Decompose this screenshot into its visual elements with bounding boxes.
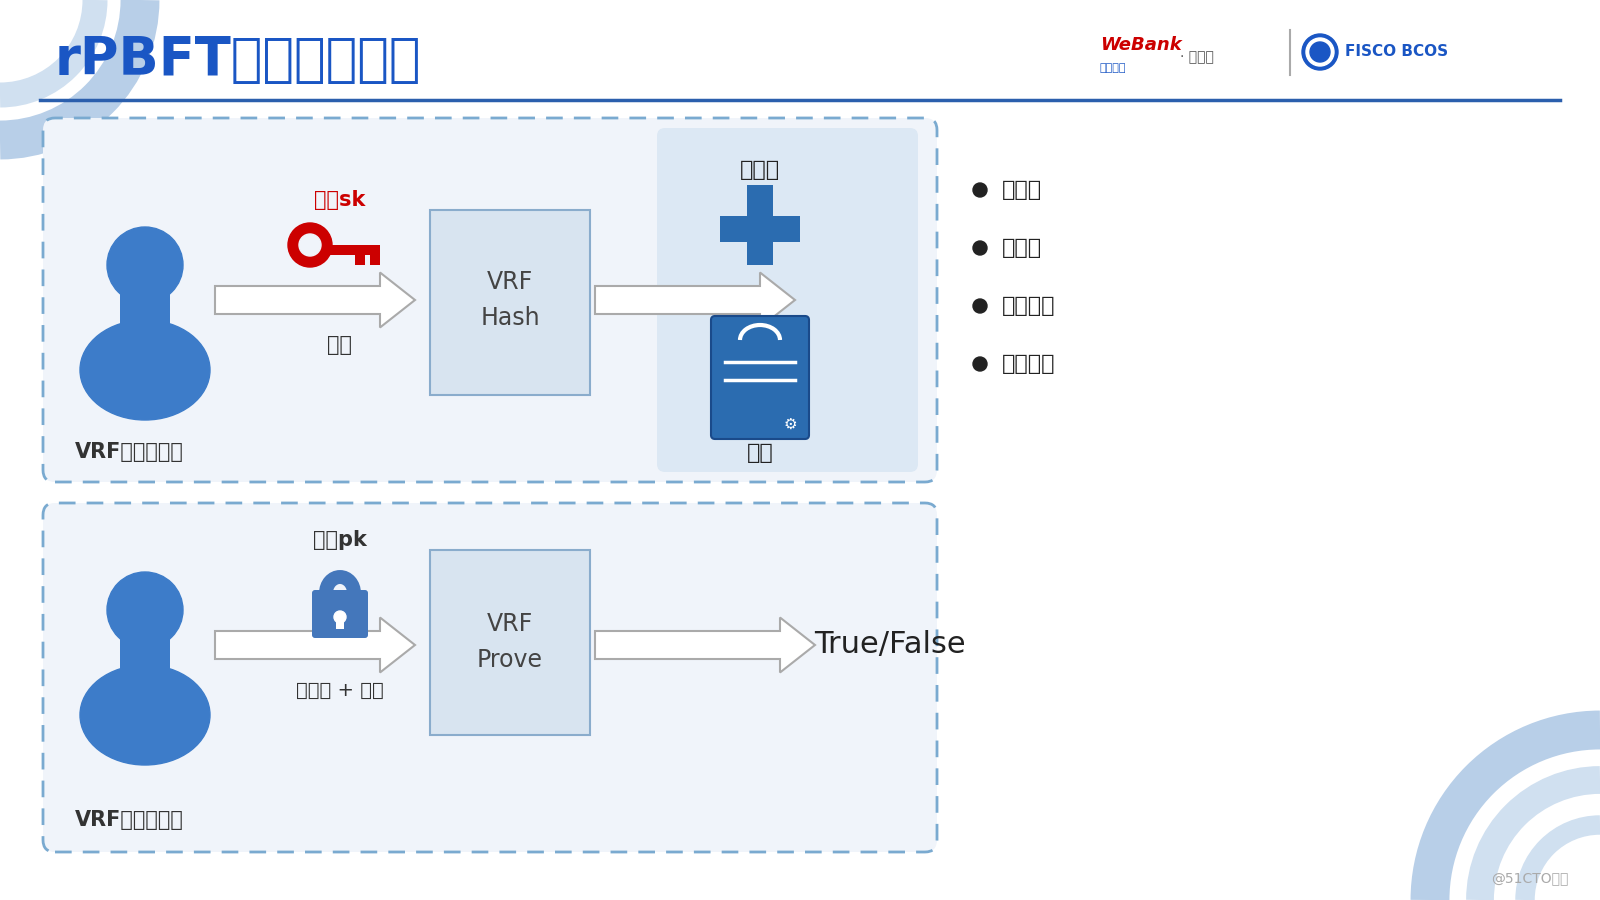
Text: 私钥sk: 私钥sk	[314, 190, 366, 210]
Text: rPBFT共识节点选取: rPBFT共识节点选取	[54, 34, 421, 86]
FancyBboxPatch shape	[336, 617, 344, 629]
Text: @51CTO博客: @51CTO博客	[1491, 871, 1568, 885]
FancyBboxPatch shape	[43, 503, 938, 852]
Text: 输入: 输入	[328, 335, 352, 355]
FancyBboxPatch shape	[120, 630, 170, 670]
FancyBboxPatch shape	[43, 118, 938, 482]
Circle shape	[973, 299, 987, 313]
Text: VRF
Prove: VRF Prove	[477, 612, 542, 671]
Text: VRF
Hash: VRF Hash	[480, 270, 539, 329]
FancyBboxPatch shape	[120, 285, 170, 325]
FancyBboxPatch shape	[710, 316, 810, 439]
Text: VRF随机数生成: VRF随机数生成	[75, 442, 184, 462]
Circle shape	[973, 241, 987, 255]
FancyArrow shape	[595, 273, 795, 328]
FancyBboxPatch shape	[430, 210, 590, 395]
FancyBboxPatch shape	[355, 255, 365, 265]
Text: VRF随机数验证: VRF随机数验证	[75, 810, 184, 830]
Text: 唯一性: 唯一性	[1002, 238, 1042, 258]
FancyBboxPatch shape	[370, 255, 381, 265]
Text: 防碰撞性: 防碰撞性	[1002, 296, 1056, 316]
Circle shape	[299, 234, 322, 256]
Ellipse shape	[80, 320, 210, 420]
Text: FISCO BCOS: FISCO BCOS	[1346, 44, 1448, 59]
Text: ⚙: ⚙	[782, 417, 797, 431]
Text: 公钥pk: 公钥pk	[314, 530, 366, 550]
Circle shape	[334, 611, 346, 623]
Text: 证明: 证明	[747, 443, 773, 463]
Circle shape	[973, 357, 987, 371]
Circle shape	[973, 183, 987, 197]
Text: · 区块链: · 区块链	[1181, 50, 1214, 64]
Text: 伪随机性: 伪随机性	[1002, 354, 1056, 374]
FancyBboxPatch shape	[720, 216, 800, 242]
FancyArrow shape	[595, 617, 814, 672]
FancyBboxPatch shape	[310, 245, 381, 255]
Ellipse shape	[80, 665, 210, 765]
Circle shape	[1310, 42, 1330, 62]
Circle shape	[1302, 34, 1338, 70]
FancyBboxPatch shape	[312, 590, 368, 638]
Text: WeBank: WeBank	[1101, 36, 1182, 54]
FancyBboxPatch shape	[747, 185, 773, 265]
Circle shape	[107, 572, 182, 648]
FancyArrow shape	[214, 617, 414, 672]
Circle shape	[288, 223, 333, 267]
Text: True/False: True/False	[814, 631, 966, 660]
Text: 微众银行: 微众银行	[1101, 63, 1126, 73]
Text: 可验证: 可验证	[1002, 180, 1042, 200]
Text: 随机数: 随机数	[739, 160, 781, 180]
FancyBboxPatch shape	[430, 550, 590, 735]
Circle shape	[107, 227, 182, 303]
FancyArrow shape	[214, 273, 414, 328]
FancyBboxPatch shape	[658, 128, 918, 472]
Text: 随机数 + 证明: 随机数 + 证明	[296, 680, 384, 699]
Circle shape	[1306, 38, 1334, 66]
